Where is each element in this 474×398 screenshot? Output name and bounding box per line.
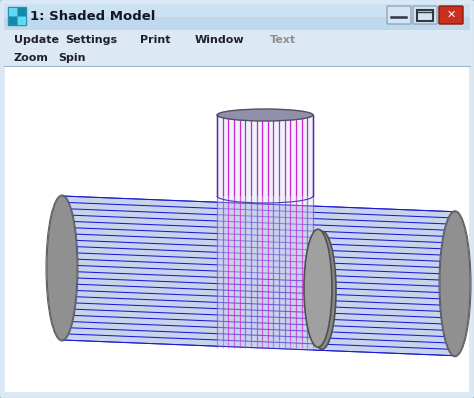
Bar: [217, 115, 313, 276]
Polygon shape: [62, 196, 455, 356]
Bar: [4, 4, 470, 30]
Bar: [5, 67, 469, 392]
Bar: [18, 8, 26, 16]
Text: Window: Window: [195, 35, 245, 45]
Bar: [9, 17, 17, 25]
Bar: [9, 8, 17, 16]
Text: ✕: ✕: [447, 10, 456, 20]
Ellipse shape: [47, 196, 77, 340]
Bar: [4, 30, 470, 48]
Text: 1: Shaded Model: 1: Shaded Model: [30, 10, 155, 23]
Ellipse shape: [304, 229, 332, 347]
Bar: [4, 48, 470, 66]
Ellipse shape: [217, 109, 313, 121]
Text: Zoom: Zoom: [14, 53, 49, 63]
Text: Text: Text: [270, 35, 296, 45]
Text: Spin: Spin: [58, 53, 85, 63]
FancyBboxPatch shape: [439, 6, 463, 24]
FancyBboxPatch shape: [413, 6, 437, 24]
Bar: [18, 17, 26, 25]
Text: Print: Print: [140, 35, 171, 45]
Ellipse shape: [440, 212, 470, 356]
Bar: [8, 7, 26, 25]
Ellipse shape: [308, 231, 336, 349]
Text: Settings: Settings: [65, 35, 117, 45]
Bar: [417, 10, 433, 21]
FancyBboxPatch shape: [387, 6, 411, 24]
Text: Update: Update: [14, 35, 59, 45]
Bar: [4, 4, 470, 17]
